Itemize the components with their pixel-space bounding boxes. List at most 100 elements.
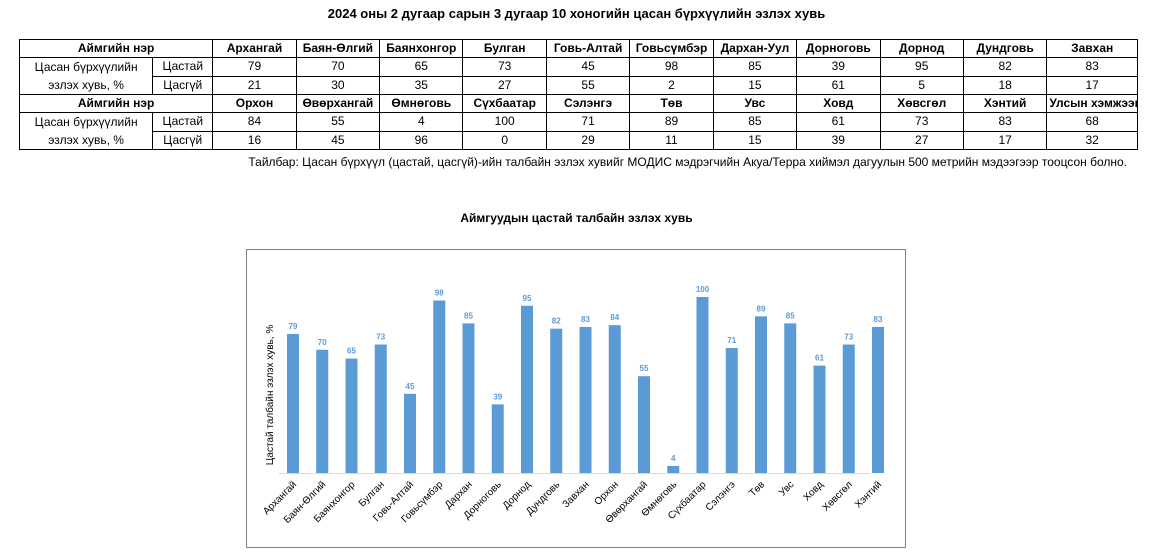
nosnow-label-cell: Цасгүй (152, 75, 214, 95)
bar (287, 333, 299, 473)
data-label: 98 (435, 289, 444, 298)
bar (345, 358, 358, 473)
snow-value-cell: 100 (462, 112, 547, 132)
table-row-snow: Цасан бүрхүүлийн эзлэх хувь, % Цастай 79 70… (18, 57, 1138, 95)
table-row-nosnow: Цасгүй 21 30 35 27 55 2 15 61 5 18 17 (20, 75, 1138, 95)
province-name-cell: Булган (462, 39, 547, 58)
data-label: 83 (581, 315, 590, 324)
x-tick-label: Ховд (801, 479, 825, 503)
snow-value-cell: 55 (295, 112, 381, 132)
data-label: 73 (844, 333, 853, 342)
nosnow-value-cell: 39 (796, 130, 881, 150)
snow-value-cell: 45 (545, 57, 631, 77)
province-name-cell: Дорноговь (796, 39, 881, 58)
snow-label-cell: Цастай (152, 57, 214, 77)
province-name-cell: Орхон (212, 94, 297, 113)
y-axis-label: Цастай талбайн эзлэх хувь, % (264, 325, 276, 466)
bar (579, 326, 592, 473)
snow-value-cell: 84 (212, 112, 297, 132)
nosnow-value-cell: 15 (712, 130, 798, 150)
data-label: 45 (406, 382, 415, 391)
bar (433, 300, 446, 473)
data-label: 55 (640, 364, 649, 373)
province-name-cell: Дархан-Уул (712, 39, 798, 58)
x-tick-label: Сэлэнгэ (704, 479, 738, 513)
nosnow-value-cell: 30 (295, 75, 381, 95)
snow-value-cell: 85 (712, 57, 798, 77)
table-row-snow: Цасан бүрхүүлийн эзлэх хувь, % Цастай 84 55… (18, 112, 1138, 150)
data-label: 4 (671, 454, 676, 463)
data-label: 65 (347, 347, 356, 356)
nosnow-value-cell: 35 (379, 75, 464, 95)
table-header-row: Аймгийн нэр Орхон Өвөрхангай Өмнөговь Сүхбаа… (18, 94, 1138, 113)
row-label-cell: Цасан бүрхүүлийн эзлэх хувь, % (18, 112, 154, 150)
bar (696, 297, 709, 473)
snow-value-cell: 98 (629, 57, 714, 77)
data-label: 73 (376, 333, 385, 342)
bar (521, 305, 533, 473)
data-label: 85 (464, 311, 473, 320)
nosnow-value-cell: 21 (212, 75, 297, 95)
province-name-cell: Өмнөговь (379, 94, 464, 113)
x-tick-label: Хөвсгөл (821, 479, 855, 513)
nosnow-value-cell: 55 (545, 75, 631, 95)
snow-value-cell: 73 (879, 112, 964, 132)
nosnow-value-cell: 11 (629, 130, 714, 150)
header-label-cell: Аймгийн нэр (18, 94, 214, 113)
data-label: 100 (696, 285, 710, 294)
data-label: 82 (552, 317, 561, 326)
province-name-cell: Хөвсгөл (879, 94, 964, 113)
data-label: 39 (493, 392, 502, 401)
province-name-cell: Сүхбаатар (462, 94, 547, 113)
province-name-cell: Увс (712, 94, 798, 113)
nosnow-value-cell: 5 (879, 75, 964, 95)
data-label: 89 (757, 304, 766, 313)
nosnow-value-cell: 27 (462, 75, 547, 95)
bar (872, 326, 884, 473)
x-tick-label: Увс (777, 479, 796, 498)
x-tick-label: Төв (747, 479, 767, 499)
nosnow-value-cell: 15 (712, 75, 798, 95)
snow-value-cell: 4 (379, 112, 464, 132)
bar (638, 376, 650, 473)
bar-chart: Цастай талбайн эзлэх хувь, % 79Архангай70… (261, 285, 884, 526)
bar (608, 325, 621, 473)
snow-value-cell: 61 (796, 112, 881, 132)
data-label: 79 (289, 322, 298, 331)
bar (667, 465, 680, 473)
province-name-cell: Дорнод (879, 39, 964, 58)
snow-value-cell: 89 (629, 112, 714, 132)
data-label: 85 (786, 311, 795, 320)
nosnow-value-cell: 32 (1046, 130, 1138, 150)
bar (491, 404, 504, 473)
province-name-cell: Төв (629, 94, 714, 113)
nosnow-label-cell: Цасгүй (152, 130, 214, 150)
province-name-cell: Сэлэнгэ (545, 94, 631, 113)
province-name-cell: Хэнтий (962, 94, 1048, 113)
bar (842, 344, 855, 473)
bar (755, 316, 767, 473)
snow-value-cell: 82 (962, 57, 1048, 77)
nosnow-value-cell: 17 (1046, 75, 1138, 95)
nosnow-value-cell: 27 (879, 130, 964, 150)
bar (462, 323, 475, 473)
snow-value-cell: 68 (1046, 112, 1138, 132)
chart-title: Аймгуудын цастай талбайн эзлэх хувь (460, 211, 693, 225)
province-name-cell: Баян-Өлгий (295, 39, 381, 58)
header-label-cell: Аймгийн нэр (18, 39, 214, 58)
province-name-cell: Говь-Алтай (545, 39, 631, 58)
snow-value-cell: 39 (796, 57, 881, 77)
province-name-cell: Архангай (212, 39, 297, 58)
province-name-cell: Ховд (796, 94, 881, 113)
snow-value-cell: 85 (712, 112, 798, 132)
row-label-cell: Цасан бүрхүүлийн эзлэх хувь, % (18, 57, 154, 95)
table-row-nosnow: Цасгүй 16 45 96 0 29 11 15 39 27 17 32 (20, 130, 1138, 150)
province-name-cell: Өвөрхангай (295, 94, 381, 113)
chart-frame (246, 249, 906, 548)
bar (550, 328, 563, 473)
data-label: 70 (318, 338, 327, 347)
province-name-cell: Завхан (1046, 39, 1138, 58)
nosnow-value-cell: 17 (962, 130, 1048, 150)
snow-value-cell: 65 (379, 57, 464, 77)
nosnow-value-cell: 0 (462, 130, 547, 150)
